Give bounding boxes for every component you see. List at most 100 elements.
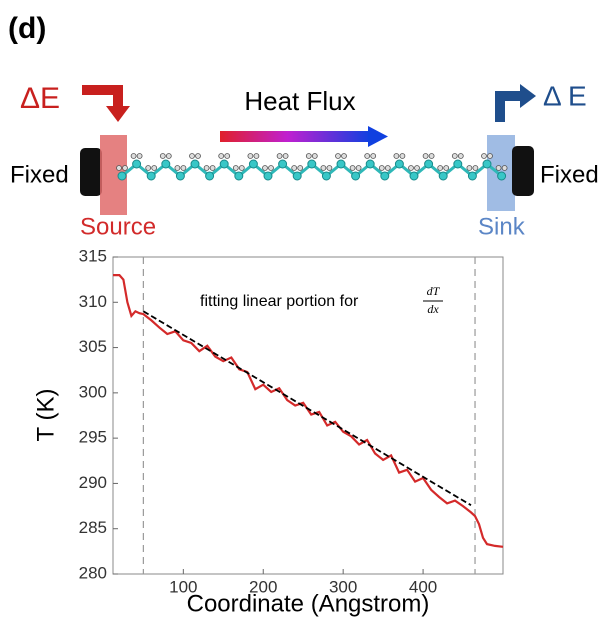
- carbon-atom: [336, 159, 346, 169]
- carbon-atom: [219, 159, 229, 169]
- annotation-denominator: dx: [427, 302, 439, 316]
- carbon-atom: [278, 159, 288, 169]
- hydrogen-atom: [218, 153, 225, 159]
- flux-arrow: [220, 131, 370, 142]
- hydrogen-atom: [151, 165, 158, 171]
- hydrogen-atom: [472, 165, 479, 171]
- hydrogen-atom: [276, 153, 283, 159]
- x-tick-label: 200: [249, 577, 277, 596]
- hydrogen-atom: [370, 153, 377, 159]
- carbon-atom: [482, 159, 492, 169]
- hydrogen-atom: [320, 165, 327, 171]
- hydrogen-atom: [443, 165, 450, 171]
- y-tick-label: 280: [79, 563, 107, 582]
- carbon-atom: [394, 159, 404, 169]
- panel-label: (d): [8, 12, 46, 45]
- hydrogen-atom: [335, 153, 341, 159]
- hydrogen-atom: [326, 165, 333, 171]
- hydrogen-atom: [209, 165, 216, 171]
- hydrogen-atom: [437, 165, 444, 171]
- carbon-atom: [380, 171, 390, 181]
- hydrogen-atom: [238, 165, 245, 171]
- hydrogen-atom: [165, 153, 172, 159]
- carbon-atom: [438, 171, 448, 181]
- y-tick-label: 295: [79, 428, 107, 447]
- y-tick-label: 290: [79, 473, 107, 492]
- carbon-atom: [409, 171, 419, 181]
- y-tick-label: 305: [79, 337, 107, 356]
- carbon-atom: [161, 159, 171, 169]
- delta-in: ΔE: [20, 82, 60, 115]
- hydrogen-atom: [399, 153, 406, 159]
- hydrogen-atom: [349, 165, 356, 171]
- carbon-atom: [424, 159, 434, 169]
- carbon-atom: [234, 171, 244, 181]
- x-tick-label: 400: [409, 577, 437, 596]
- carbon-atom: [248, 159, 258, 169]
- hydrogen-atom: [384, 165, 391, 171]
- plot-frame: [112, 256, 504, 575]
- hydrogen-atom: [159, 153, 166, 159]
- hydrogen-atom: [422, 153, 429, 159]
- y-axis-label: T (K): [32, 389, 59, 442]
- carbon-atom: [453, 159, 463, 169]
- carbon-atom: [321, 171, 331, 181]
- carbon-atom: [117, 171, 127, 181]
- hydrogen-atom: [268, 165, 274, 171]
- in-arrow-head: [106, 106, 130, 122]
- molecule-chain: [116, 153, 508, 181]
- carbon-atom: [307, 159, 317, 169]
- carbon-atom: [351, 171, 361, 181]
- hydrogen-atom: [355, 165, 362, 171]
- wall-left: [80, 148, 102, 196]
- hydrogen-atom: [232, 165, 239, 171]
- carbon-atom: [467, 171, 477, 181]
- carbon-atom: [365, 159, 375, 169]
- x-tick-label: 100: [169, 577, 197, 596]
- hydrogen-atom: [393, 153, 400, 159]
- hydrogen-atom: [378, 165, 385, 171]
- carbon-atom: [146, 171, 156, 181]
- series-line: [113, 274, 504, 548]
- hydrogen-atom: [116, 165, 122, 171]
- hydrogen-atom: [195, 153, 201, 159]
- fixed-right: Fixed: [540, 161, 599, 188]
- carbon-atom: [292, 171, 302, 181]
- source-label: Source: [80, 213, 156, 240]
- hydrogen-atom: [364, 153, 371, 159]
- carbon-atom: [205, 171, 215, 181]
- hydrogen-atom: [305, 153, 312, 159]
- hydrogen-atom: [495, 165, 502, 171]
- y-tick-label: 310: [79, 292, 107, 311]
- hydrogen-atom: [428, 153, 435, 159]
- delta-out: Δ E: [543, 80, 587, 111]
- series-line: [142, 310, 472, 506]
- hydrogen-atom: [311, 153, 318, 159]
- hydrogen-atom: [247, 153, 254, 159]
- hydrogen-atom: [189, 153, 195, 159]
- hydrogen-atom: [466, 165, 473, 171]
- flux-label: Heat Flux: [244, 86, 355, 116]
- annotation: fitting linear portion for: [200, 293, 359, 310]
- carbon-atom: [190, 159, 200, 169]
- hydrogen-atom: [341, 153, 347, 159]
- wall-right: [512, 146, 534, 196]
- carbon-atom: [263, 171, 273, 181]
- out-arrow-head: [520, 84, 536, 108]
- hydrogen-atom: [297, 165, 304, 171]
- hydrogen-atom: [174, 165, 181, 171]
- hydrogen-atom: [136, 153, 143, 159]
- carbon-atom: [175, 171, 185, 181]
- in-arrow: [82, 85, 123, 108]
- hydrogen-atom: [253, 153, 260, 159]
- y-tick-label: 300: [79, 382, 107, 401]
- y-tick-label: 315: [79, 246, 107, 265]
- hydrogen-atom: [282, 153, 289, 159]
- hydrogen-atom: [408, 165, 414, 171]
- annotation-numerator: dT: [427, 284, 441, 298]
- sink-label: Sink: [478, 213, 526, 240]
- x-tick-label: 300: [329, 577, 357, 596]
- hydrogen-atom: [203, 165, 210, 171]
- hydrogen-atom: [501, 165, 508, 171]
- plot: 280 285 290 295 300 305 310 315 100 200 300 400Coor…: [32, 246, 504, 617]
